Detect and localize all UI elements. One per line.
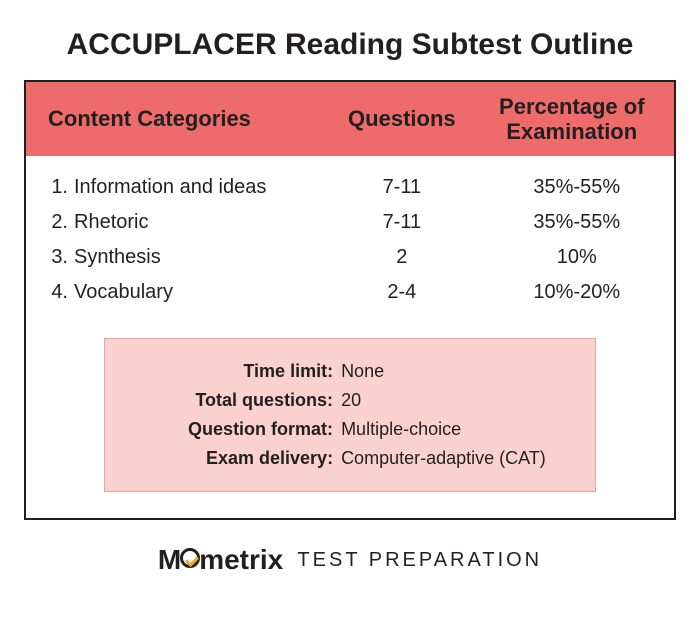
brand-letter-m: M — [158, 544, 181, 575]
table-body: 1.Information and ideas 7-11 35%-55% 2.R… — [26, 156, 674, 518]
row-label: Vocabulary — [74, 281, 173, 304]
row-number: 1. — [48, 176, 74, 199]
row-questions: 2 — [324, 246, 480, 269]
info-key: Total questions: — [127, 390, 341, 411]
exam-info-box: Time limit: None Total questions: 20 Que… — [104, 338, 596, 492]
outline-panel: Content Categories Questions Percentage … — [24, 80, 676, 520]
row-questions: 2-4 — [324, 281, 480, 304]
row-label: Rhetoric — [74, 211, 148, 234]
table-row: 1.Information and ideas 7-11 35%-55% — [26, 170, 674, 205]
info-value: None — [341, 361, 573, 382]
row-label: Information and ideas — [74, 176, 266, 199]
row-percent: 10%-20% — [480, 281, 674, 304]
brand-tagline: TEST PREPARATION — [289, 549, 542, 571]
header-content-categories: Content Categories — [26, 98, 324, 140]
info-value: Multiple-choice — [341, 419, 573, 440]
header-percentage-line1: Percentage of — [499, 94, 645, 119]
row-percent: 35%-55% — [480, 211, 674, 234]
header-questions: Questions — [324, 98, 480, 140]
table-row: 2.Rhetoric 7-11 35%-55% — [26, 205, 674, 240]
row-questions: 7-11 — [324, 176, 480, 199]
info-key: Question format: — [127, 419, 341, 440]
row-questions: 7-11 — [324, 211, 480, 234]
footer-brand: Mmetrix TEST PREPARATION — [24, 544, 676, 576]
row-label: Synthesis — [74, 246, 161, 269]
info-key: Exam delivery: — [127, 448, 341, 469]
table-row: 3.Synthesis 2 10% — [26, 240, 674, 275]
table-row: 4.Vocabulary 2-4 10%-20% — [26, 275, 674, 310]
header-percentage-line2: Examination — [506, 119, 637, 144]
row-percent: 10% — [480, 246, 674, 269]
row-percent: 35%-55% — [480, 176, 674, 199]
info-value: Computer-adaptive (CAT) — [341, 448, 573, 469]
info-line: Question format: Multiple-choice — [127, 415, 573, 444]
page-title: ACCUPLACER Reading Subtest Outline — [24, 28, 676, 62]
checkmark-circle-icon — [180, 548, 200, 568]
brand-rest: metrix — [199, 544, 283, 575]
header-percentage: Percentage of Examination — [480, 86, 674, 153]
info-value: 20 — [341, 390, 573, 411]
row-number: 4. — [48, 281, 74, 304]
info-line: Total questions: 20 — [127, 386, 573, 415]
row-number: 3. — [48, 246, 74, 269]
table-header: Content Categories Questions Percentage … — [26, 82, 674, 156]
info-key: Time limit: — [127, 361, 341, 382]
info-line: Time limit: None — [127, 357, 573, 386]
row-number: 2. — [48, 211, 74, 234]
info-line: Exam delivery: Computer-adaptive (CAT) — [127, 444, 573, 473]
